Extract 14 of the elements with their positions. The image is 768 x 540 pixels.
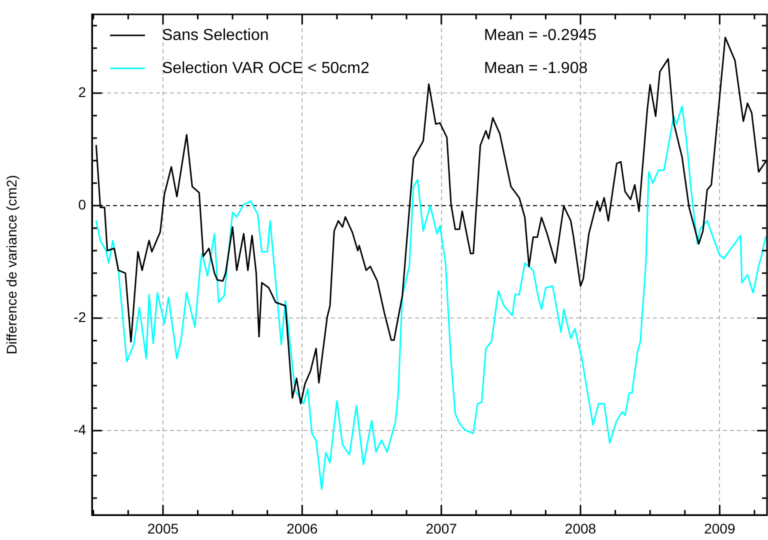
x-tick-label: 2007 xyxy=(426,520,458,536)
legend-label: Selection VAR OCE < 50cm2 xyxy=(162,60,370,77)
x-tick-label: 2005 xyxy=(147,520,179,536)
legend-label: Sans Selection xyxy=(162,26,269,44)
x-tick-label: 2008 xyxy=(564,520,596,536)
y-tick-label: 2 xyxy=(78,84,86,100)
x-tick-label: 2009 xyxy=(704,520,736,536)
y-tick-label: 0 xyxy=(78,196,86,212)
x-tick-label: 2006 xyxy=(286,520,318,536)
y-tick-label: -2 xyxy=(74,308,86,325)
annotation: Mean = -0.2945 xyxy=(484,26,597,44)
y-axis-title: Difference de variance (cm2) xyxy=(3,174,20,354)
annotation: Mean = -1.908 xyxy=(484,60,588,77)
y-tick-label: -4 xyxy=(74,421,86,438)
